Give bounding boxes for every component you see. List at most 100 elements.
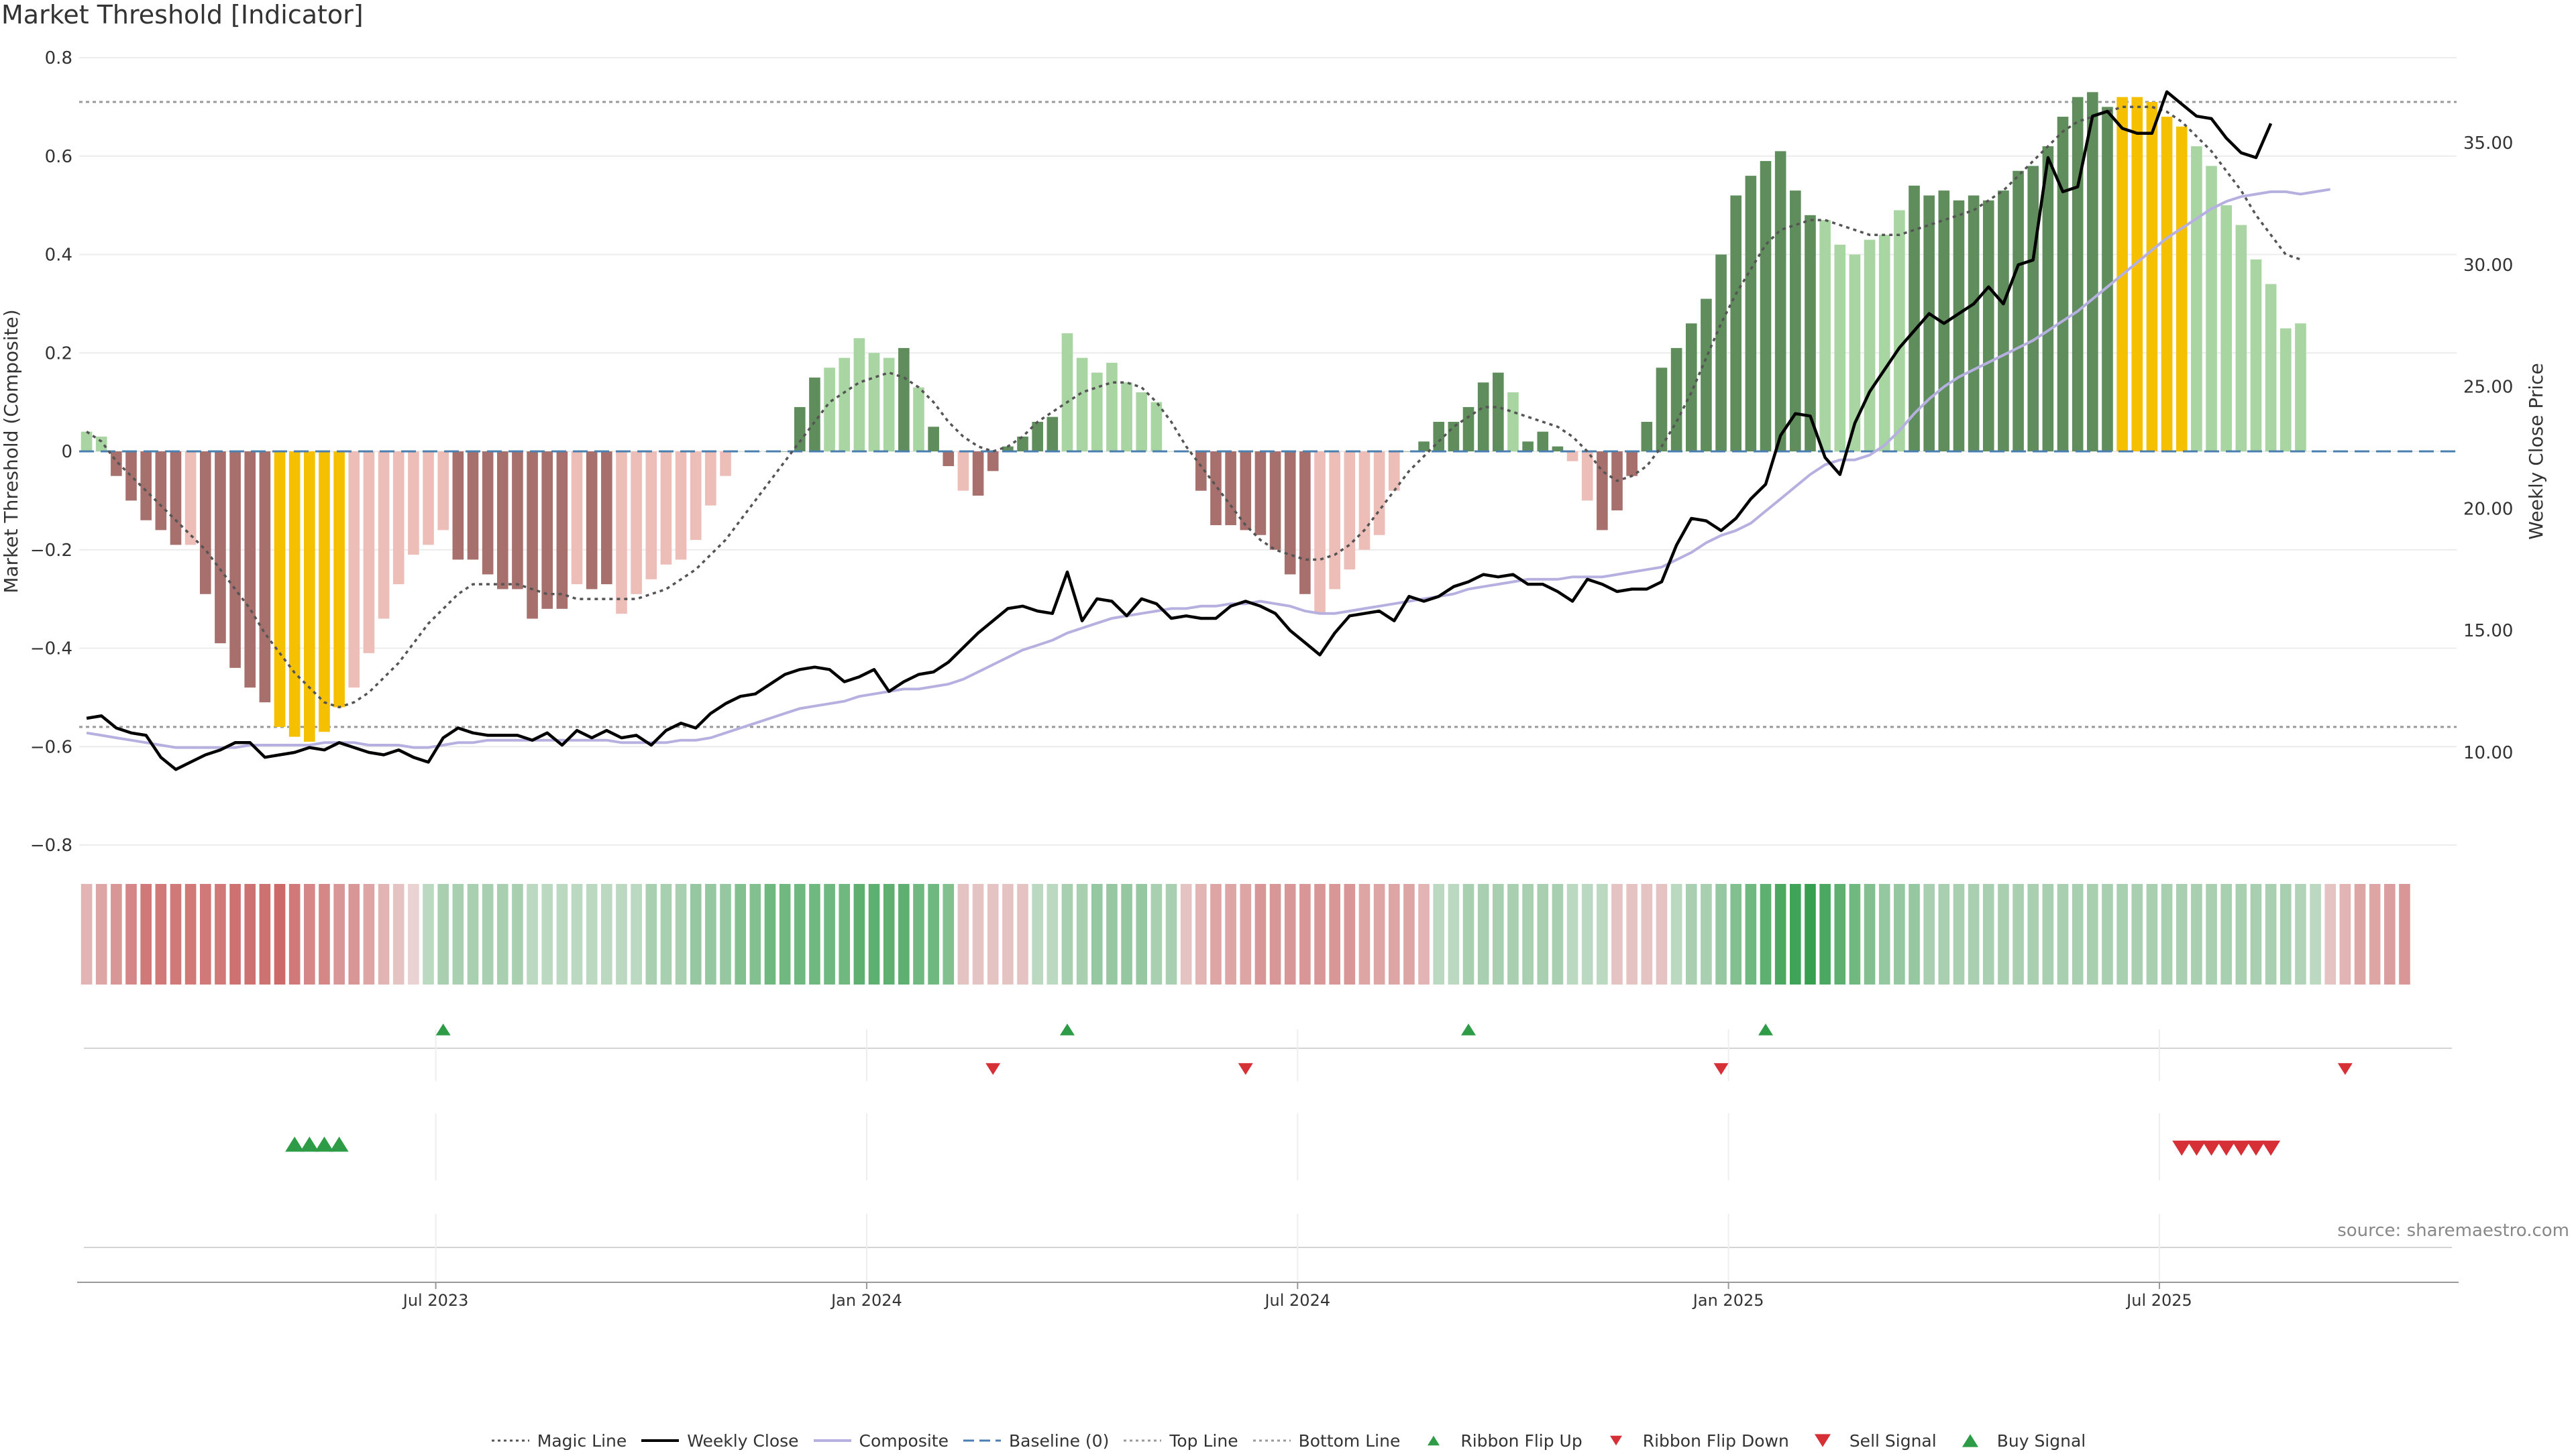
y-right-tick-label: 20.00	[2463, 499, 2513, 519]
ribbon-cell	[408, 884, 419, 985]
composite-bar	[913, 387, 924, 451]
composite-bar	[1982, 200, 1994, 451]
ribbon-cell	[749, 884, 761, 985]
composite-bar	[1284, 451, 1296, 575]
ribbon-cell	[1106, 884, 1118, 985]
composite-bar	[184, 451, 197, 545]
composite-bar	[1685, 323, 1697, 451]
legend-swatch	[1803, 1433, 1843, 1449]
y-right-axis-title: Weekly Close Price	[2525, 363, 2547, 539]
composite-bar	[259, 451, 271, 703]
ribbon-cell	[2324, 884, 2337, 985]
ribbon-cell	[1091, 884, 1103, 985]
ribbon-cell	[987, 884, 999, 985]
composite-bar	[2279, 328, 2292, 451]
composite-bar	[2072, 97, 2084, 451]
sell-signal-marker	[2187, 1140, 2206, 1156]
ribbon-cell	[452, 884, 464, 985]
composite-bar	[705, 451, 716, 506]
composite-bar	[140, 451, 152, 520]
ribbon-cell	[1909, 884, 1920, 985]
ribbon-cell	[616, 884, 627, 985]
composite-bar	[304, 451, 315, 742]
composite-bar	[1626, 451, 1638, 476]
ribbon-cell	[319, 884, 330, 985]
composite-bar	[586, 451, 598, 590]
ribbon-cell	[957, 884, 969, 985]
composite-bar	[199, 451, 211, 594]
composite-bar	[1701, 298, 1712, 451]
legend-swatch	[1413, 1433, 1454, 1449]
sell-signal-marker	[2202, 1140, 2221, 1156]
legend-label: Ribbon Flip Up	[1460, 1431, 1582, 1451]
y-tick-label: −0.4	[30, 639, 72, 659]
ribbon-cell	[2102, 884, 2113, 985]
ribbon-cell	[1790, 884, 1801, 985]
composite-bar	[363, 451, 375, 653]
composite-bar	[2012, 170, 2024, 451]
y-tick-label: 0.8	[45, 48, 72, 68]
composite-bar	[972, 451, 984, 496]
ribbon-flip-up-marker	[1461, 1023, 1477, 1036]
ribbon-cell	[2191, 884, 2202, 985]
ribbon-cell	[199, 884, 211, 985]
composite-bar	[1061, 333, 1073, 451]
buy-signal-marker	[300, 1136, 319, 1152]
composite-bar	[1953, 200, 1965, 451]
composite-bar	[2295, 323, 2306, 451]
composite-bar	[378, 451, 390, 619]
legend-label: Buy Signal	[1996, 1431, 2086, 1451]
composite-bar	[571, 451, 583, 585]
ribbon-cell	[853, 884, 865, 985]
composite-bars	[80, 92, 2306, 742]
ribbon-cell	[1254, 884, 1267, 985]
ribbon-cell	[95, 884, 107, 985]
ribbon-cell	[1076, 884, 1088, 985]
ribbon-cell	[1805, 884, 1816, 985]
ribbon-cell	[601, 884, 612, 985]
ribbon-cell	[1388, 884, 1400, 985]
x-tick-label: Jul 2025	[2125, 1291, 2192, 1310]
ribbon-cell	[660, 884, 672, 985]
composite-bar	[274, 451, 286, 727]
ribbon-flip-down-marker	[1713, 1063, 1729, 1075]
ribbon-cell	[690, 884, 702, 985]
composite-bar	[392, 451, 405, 585]
ribbon-cell	[1314, 884, 1326, 985]
ribbon-cell	[898, 884, 910, 985]
legend-swatch	[962, 1433, 1002, 1449]
ribbon-cell	[1581, 884, 1593, 985]
ribbon-flip-up-marker	[435, 1023, 451, 1036]
composite-bar	[2146, 102, 2158, 452]
ribbon-cell	[80, 884, 93, 985]
composite-bar	[943, 451, 955, 467]
ribbon-cell	[304, 884, 315, 985]
ribbon-cell	[972, 884, 984, 985]
ribbon-cell	[2339, 884, 2351, 985]
ribbon-cell	[1982, 884, 1994, 985]
legend-label: Magic Line	[537, 1431, 627, 1451]
sell-signal-marker	[2172, 1140, 2192, 1156]
ribbon-cell	[764, 884, 776, 985]
composite-bar	[1878, 235, 1890, 451]
composite-bar	[601, 451, 612, 585]
composite-bar	[690, 451, 702, 541]
ribbon-flip-up-marker	[1059, 1023, 1075, 1036]
composite-line	[86, 188, 2331, 749]
ribbon-cell	[1641, 884, 1653, 985]
ribbon-cell	[541, 884, 553, 985]
ribbon-cell	[527, 884, 538, 985]
legend-swatch	[1596, 1433, 1636, 1449]
composite-bar	[1373, 451, 1385, 535]
ribbon-cell	[631, 884, 642, 985]
y-tick-label: 0.2	[45, 343, 72, 364]
line-series	[79, 90, 2457, 771]
composite-bar	[1106, 362, 1118, 451]
composite-bar	[1477, 382, 1489, 451]
ribbon-cell	[1730, 884, 1742, 985]
ribbon-cell	[883, 884, 895, 985]
composite-bar	[1819, 220, 1831, 451]
y-tick-label: −0.8	[30, 836, 72, 856]
ribbon-cell	[1225, 884, 1236, 985]
ribbon-cell	[363, 884, 375, 985]
